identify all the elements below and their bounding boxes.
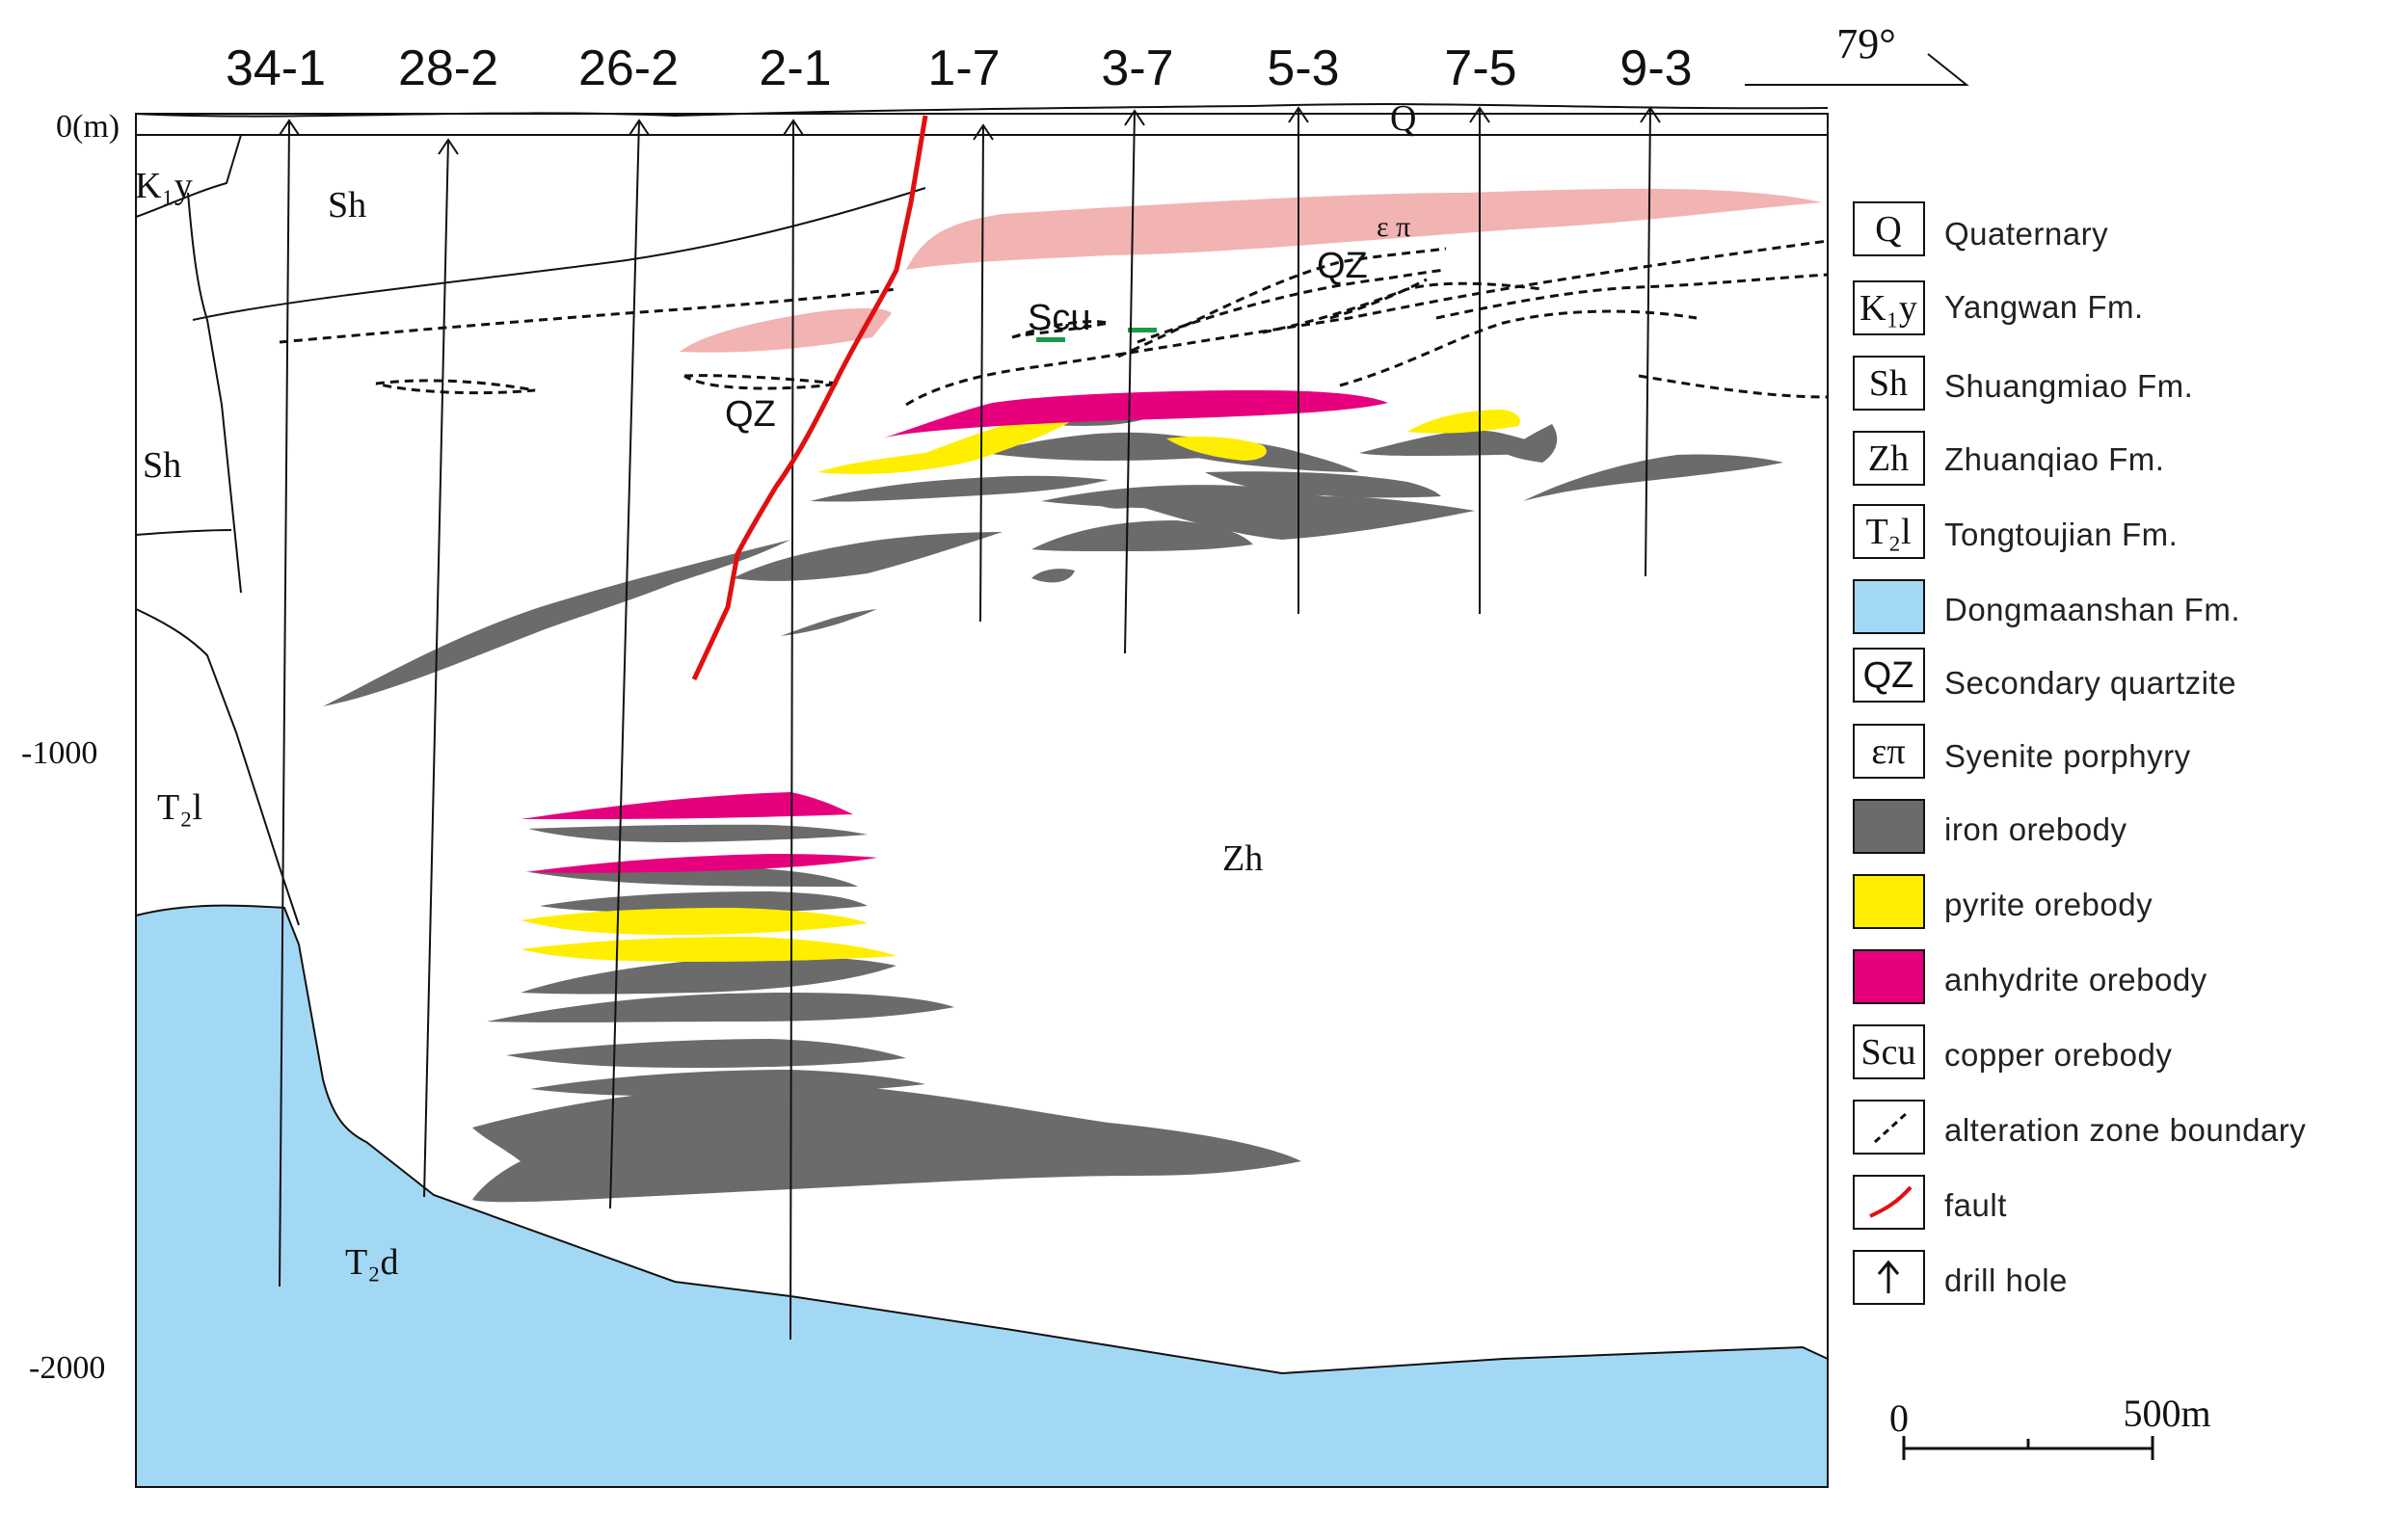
legend-symbol: QZ xyxy=(1863,655,1914,696)
unit-label-q: Q xyxy=(1390,98,1416,139)
unit-label-zh: Zh xyxy=(1222,838,1263,879)
legend-item-anhydrite-orebody: anhydrite orebody xyxy=(1853,949,2207,1004)
legend-item-secondary-quartzite: QZ Secondary quartzite xyxy=(1853,648,2236,703)
arrow-up-icon xyxy=(1877,1260,1900,1293)
formation-boundaries xyxy=(135,134,926,926)
unit-label-t2l: T₂l xyxy=(157,787,202,828)
drill-hole-label: 26-2 xyxy=(578,40,679,96)
drill-hole-2-1 xyxy=(783,119,804,1341)
legend-item-zhuanqiao: Zh Zhuanqiao Fm. xyxy=(1853,431,2164,486)
legend-item-alteration-zone-boundary: alteration zone boundary xyxy=(1853,1100,2306,1155)
legend-symbol: K₁y xyxy=(1859,288,1917,329)
legend-item-fault: fault xyxy=(1853,1175,2007,1230)
anhydrite-orebodies xyxy=(521,390,1388,873)
legend-symbol: Q xyxy=(1875,209,1901,250)
scale-line xyxy=(1902,1436,2154,1460)
orientation-label: 79° xyxy=(1836,20,1896,67)
legend-label: Yangwan Fm. xyxy=(1944,289,2144,325)
drill-hole-label: 1-7 xyxy=(927,40,1000,96)
dongmaanshan-formation xyxy=(135,904,1829,1488)
legend-label: Dongmaanshan Fm. xyxy=(1944,592,2240,627)
legend-label: alteration zone boundary xyxy=(1944,1112,2306,1148)
legend-label: Shuangmiao Fm. xyxy=(1944,368,2193,404)
legend-label: Zhuanqiao Fm. xyxy=(1944,441,2164,477)
legend-symbol: Scu xyxy=(1861,1032,1916,1073)
drill-hole-5-3 xyxy=(1288,106,1309,614)
drill-hole-label: 7-5 xyxy=(1444,40,1516,96)
drill-hole-labels: 34-1 28-2 26-2 2-1 1-7 3-7 5-3 7-5 9-3 xyxy=(226,40,1693,96)
drill-hole-26-2 xyxy=(609,119,650,1209)
drill-hole-label: 2-1 xyxy=(759,40,831,96)
drill-hole-9-3 xyxy=(1640,106,1661,577)
legend-label: Syenite porphyry xyxy=(1944,738,2191,774)
legend-symbol: επ xyxy=(1871,731,1905,772)
unit-label-sh-top: Sh xyxy=(328,185,366,226)
unit-label-k1y: K₁y xyxy=(135,166,193,206)
depth-labels: 0(m) -1000 -2000 xyxy=(21,109,120,1386)
ground-surface xyxy=(135,103,1829,135)
depth-label-0: 0(m) xyxy=(56,109,120,145)
legend-item-tongtoujian: T₂l Tongtoujian Fm. xyxy=(1853,504,2178,559)
legend-item-quaternary: Q Quaternary xyxy=(1853,201,2108,256)
legend-label: copper orebody xyxy=(1944,1037,2172,1073)
drill-hole-label: 9-3 xyxy=(1619,40,1692,96)
legend-label: Quaternary xyxy=(1944,216,2108,252)
legend-symbol: Zh xyxy=(1868,438,1909,479)
legend-label: pyrite orebody xyxy=(1944,887,2153,922)
copper-orebody xyxy=(1036,328,1157,342)
legend-item-copper-orebody: Scu copper orebody xyxy=(1853,1024,2172,1079)
iron-orebodies xyxy=(323,413,1783,1203)
drill-hole-label: 28-2 xyxy=(398,40,498,96)
legend-label: anhydrite orebody xyxy=(1944,962,2207,997)
legend: Q Quaternary K₁y Yangwan Fm. Sh Shuangmi… xyxy=(1853,201,2306,1305)
unit-labels: K₁y Sh Sh T₂l T₂d Zh Q QZ QZ Scu ε π xyxy=(135,98,1416,1283)
drill-hole-34-1 xyxy=(279,119,300,1288)
scale-start-label: 0 xyxy=(1889,1396,1909,1440)
legend-symbol: T₂l xyxy=(1865,512,1911,552)
drill-hole-3-7 xyxy=(1124,109,1145,654)
orientation-indicator: 79° xyxy=(1745,20,1969,86)
legend-item-dongmaanshan: Dongmaanshan Fm. xyxy=(1853,579,2240,634)
legend-label: iron orebody xyxy=(1944,811,2127,847)
legend-item-pyrite-orebody: pyrite orebody xyxy=(1853,874,2153,929)
unit-label-syenite: ε π xyxy=(1377,211,1410,243)
depth-label-2000: -2000 xyxy=(29,1350,105,1386)
unit-label-sh-left: Sh xyxy=(143,445,181,486)
syenite-porphyry-bodies xyxy=(680,188,1822,353)
drill-hole-7-5 xyxy=(1469,106,1490,614)
drill-hole-28-2 xyxy=(423,138,459,1198)
legend-item-yangwan: K₁y Yangwan Fm. xyxy=(1853,280,2144,335)
legend-symbol: Sh xyxy=(1869,363,1908,404)
legend-item-syenite-porphyry: επ Syenite porphyry xyxy=(1853,724,2191,779)
legend-label: fault xyxy=(1944,1187,2007,1223)
drill-holes xyxy=(279,106,1661,1341)
unit-label-qz-upper: QZ xyxy=(1317,246,1368,286)
depth-label-1000: -1000 xyxy=(21,735,97,771)
alteration-zone-boundaries xyxy=(279,239,1829,407)
drill-hole-label: 3-7 xyxy=(1101,40,1173,96)
legend-label: Secondary quartzite xyxy=(1944,665,2236,701)
drill-hole-label: 5-3 xyxy=(1267,40,1339,96)
legend-item-shuangmiao: Sh Shuangmiao Fm. xyxy=(1853,356,2193,411)
fault-line-icon xyxy=(1869,1185,1913,1218)
fault-line xyxy=(691,115,928,681)
unit-label-t2d: T₂d xyxy=(345,1242,398,1283)
legend-label: Tongtoujian Fm. xyxy=(1944,517,2178,552)
pyrite-orebodies xyxy=(521,410,1520,962)
unit-label-qz-lower: QZ xyxy=(725,394,776,435)
legend-label: drill hole xyxy=(1944,1262,2068,1298)
orientation-arrow-icon xyxy=(1745,53,1969,86)
legend-item-iron-orebody: iron orebody xyxy=(1853,799,2127,854)
scale-end-label: 500m xyxy=(2123,1392,2210,1435)
drill-hole-label: 34-1 xyxy=(226,40,326,96)
legend-item-drill-hole: drill hole xyxy=(1853,1250,2068,1305)
unit-label-scu: Scu xyxy=(1028,298,1090,338)
dashed-line-icon xyxy=(1873,1111,1909,1144)
drill-hole-1-7 xyxy=(973,123,994,623)
scale-bar: 0 500m xyxy=(1889,1392,2211,1460)
